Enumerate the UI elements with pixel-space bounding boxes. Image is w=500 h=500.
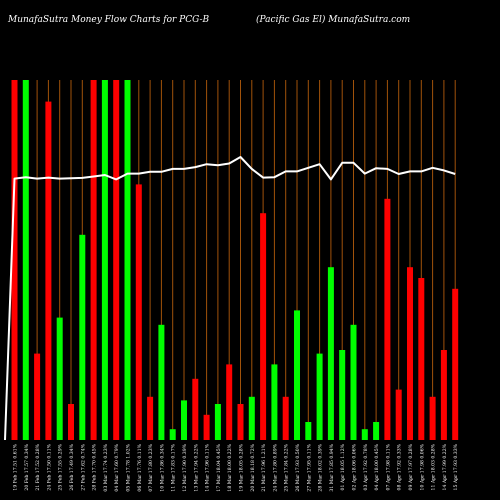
- money-flow-bar: [373, 422, 380, 440]
- x-tick-label: 26 Mar 17.93 0.50%: [295, 443, 301, 491]
- money-flow-bar: [34, 353, 41, 440]
- x-tick-label: 19 Mar 18.05 0.28%: [239, 443, 245, 491]
- money-flow-bar: [327, 267, 334, 440]
- money-flow-bar: [214, 404, 221, 440]
- money-flow-bar: [305, 422, 312, 440]
- x-tick-label: 27 Mar 17.95 0.11%: [306, 443, 312, 491]
- money-flow-bar: [440, 350, 447, 440]
- money-flow-bar: [248, 396, 255, 440]
- money-flow-bar: [429, 396, 436, 440]
- x-tick-label: 02 Apr 18.06 0.06%: [352, 443, 358, 490]
- chart-subtitle: (Pacific Gas El) MunafaSutra.com: [256, 14, 410, 25]
- money-flow-bar: [124, 80, 131, 440]
- money-flow-bar: [147, 396, 154, 440]
- x-tick-label: 13 Mar 17.94 0.22%: [193, 443, 199, 491]
- money-flow-bar: [135, 184, 142, 440]
- trend-line-layer: [4, 156, 456, 441]
- money-flow-bar: [260, 213, 267, 440]
- x-tick-label: 11 Mar 17.83 0.17%: [171, 443, 177, 491]
- x-tick-label: 14 Apr 17.99 0.22%: [442, 443, 448, 490]
- money-flow-bar: [282, 396, 289, 440]
- money-flow-bar: [384, 198, 391, 440]
- money-flow-bar: [339, 350, 346, 440]
- x-tick-label: 17 Mar 18.04 0.45%: [216, 443, 222, 491]
- money-flow-bar: [181, 400, 187, 440]
- money-flow-bar: [418, 278, 425, 440]
- x-tick-label: 24 Mar 17.80 0.89%: [272, 443, 278, 491]
- x-tick-label: 01 Apr 18.05 1.12%: [340, 443, 346, 490]
- money-flow-bar: [350, 324, 357, 440]
- money-flow-bar: [113, 80, 120, 440]
- x-tick-label: 10 Mar 17.86 0.34%: [159, 443, 165, 491]
- money-flow-bar: [22, 80, 29, 440]
- x-tick-label: 11 Apr 18.03 0.28%: [431, 443, 437, 490]
- x-tick-label: 25 Mar 17.84 0.22%: [284, 443, 290, 491]
- x-tick-label: 05 Mar 17.78 1.02%: [126, 443, 132, 491]
- money-flow-bar: [203, 414, 210, 440]
- money-flow-bar: [68, 404, 74, 440]
- x-tick-label: 24 Feb 17.50 0.11%: [46, 443, 52, 490]
- money-flow-bar: [361, 429, 368, 440]
- x-tick-label: 21 Feb 17.52 0.28%: [35, 443, 41, 490]
- money-flow-bar: [79, 234, 86, 440]
- x-tick-label: 28 Mar 18.02 0.39%: [318, 443, 324, 491]
- money-flow-bars: [11, 80, 459, 440]
- x-tick-label: 04 Mar 17.60 0.79%: [114, 443, 120, 491]
- money-flow-bar: [11, 80, 18, 440]
- x-tick-label: 14 Mar 17.96 0.11%: [205, 443, 211, 491]
- money-flow-bar: [45, 101, 52, 440]
- x-tick-label: 12 Mar 17.90 0.39%: [182, 443, 188, 491]
- x-tick-label: 19 Feb 17.51 0.61%: [13, 443, 19, 490]
- x-tick-label: 07 Apr 17.98 0.11%: [385, 443, 391, 490]
- x-tick-label: 21 Mar 17.96 1.21%: [261, 443, 267, 491]
- money-flow-bar: [395, 389, 402, 440]
- money-flow-bar: [226, 364, 233, 440]
- money-flow-bar: [237, 404, 244, 440]
- money-flow-bar: [407, 267, 413, 440]
- money-flow-bar: [452, 288, 459, 440]
- chart-title: MunafaSutra Money Flow Charts for PCG-B: [7, 15, 209, 25]
- x-tick-label: 18 Mar 18.00 0.22%: [227, 443, 233, 491]
- money-flow-bar: [316, 353, 323, 440]
- money-flow-bar: [169, 429, 176, 440]
- x-tick-label: 26 Feb 17.49 0.34%: [69, 443, 75, 490]
- x-tick-label: 27 Feb 17.62 0.74%: [80, 443, 86, 490]
- x-tick-label: 10 Apr 17.98 0.06%: [419, 443, 425, 490]
- x-tick-label: 09 Apr 17.97 0.28%: [408, 443, 414, 490]
- x-tick-label: 03 Mar 17.74 0.23%: [103, 443, 109, 491]
- x-tick-label: 15 Apr 17.93 0.33%: [453, 443, 459, 490]
- money-flow-bar: [101, 80, 108, 440]
- x-tick-label: 06 Mar 17.76 0.11%: [137, 443, 143, 491]
- x-tick-label: 20 Mar 18.18 0.72%: [250, 443, 256, 491]
- x-tick-label: 03 Apr 17.92 0.78%: [363, 443, 369, 490]
- money-flow-bar: [192, 378, 199, 440]
- x-axis-date-labels: 19 Feb 17.51 0.61% 20 Feb 17.57 0.34% 21 F…: [13, 443, 460, 491]
- money-flow-bar: [90, 80, 97, 440]
- x-tick-label: 04 Apr 18.00 0.45%: [374, 443, 380, 490]
- x-tick-label: 07 Mar 17.80 0.23%: [148, 443, 154, 491]
- x-tick-label: 28 Feb 17.70 0.45%: [92, 443, 98, 490]
- trend-line: [4, 156, 456, 441]
- x-tick-label: 08 Apr 17.92 0.33%: [397, 443, 403, 490]
- money-flow-bar: [56, 317, 63, 440]
- money-flow-bar: [294, 310, 300, 440]
- x-tick-label: 25 Feb 17.55 0.29%: [58, 443, 64, 490]
- x-tick-label: 20 Feb 17.57 0.34%: [24, 443, 30, 490]
- money-flow-bar: [271, 364, 278, 440]
- x-tick-label: 31 Mar 17.85 0.94%: [329, 443, 335, 491]
- money-flow-bar: [158, 324, 165, 440]
